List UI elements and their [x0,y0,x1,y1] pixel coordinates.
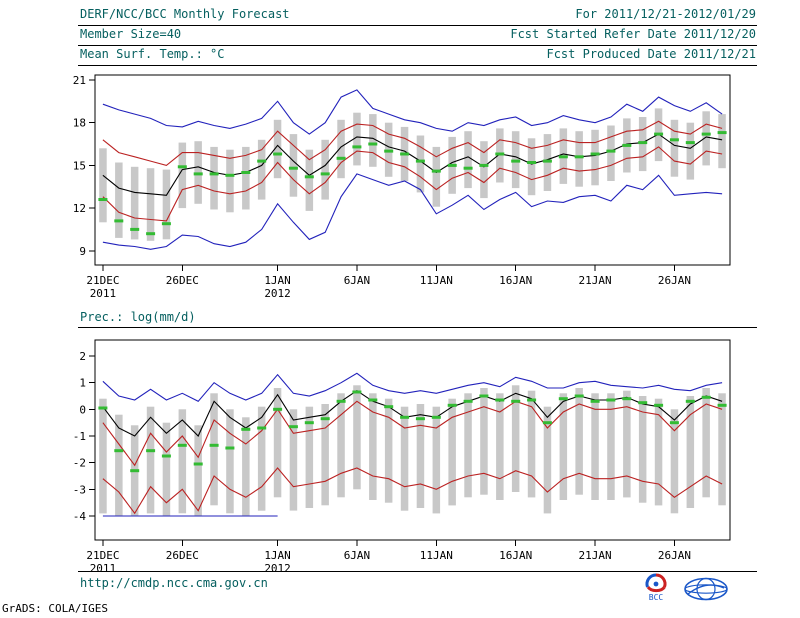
x-tick-label: 6JAN [344,274,371,287]
ensemble-mean-line [102,133,723,196]
y-tick-label: 9 [79,245,86,258]
y-tick-label: 21 [73,74,86,87]
x-tick-label: 21DEC [86,274,119,287]
x-tick-label: 11JAN [420,274,453,287]
mean-plus-spread-line [102,120,723,167]
x-tick-label: 26DEC [166,274,199,287]
x-tick-label: 1JAN [264,549,291,562]
header-rule-3 [78,65,757,66]
refer-date-label: Fcst Started Refer Date 2011/12/20 [510,27,756,41]
x-tick-label: 21JAN [579,274,612,287]
y-tick-label: 15 [73,159,86,172]
obs-marker [98,390,727,473]
header-rule-2 [78,45,757,46]
ensemble-spread-bar [99,385,726,516]
ensemble-min-line [102,173,723,250]
mid-rule [78,327,757,328]
x-tick-year: 2011 [90,562,117,575]
page-title: DERF/NCC/BCC Monthly Forecast [80,7,290,21]
ensemble-max-line [102,372,723,402]
header-rule-1 [78,25,757,26]
cma-globe-icon [684,577,728,601]
grads-credit: GrADS: COLA/IGES [2,602,108,615]
y-tick-label: -3 [73,483,86,496]
ensemble-mean-line [102,390,723,437]
source-url: http://cmdp.ncc.cma.gov.cn [80,576,268,590]
x-tick-year: 2012 [264,562,291,575]
x-tick-label: 26DEC [166,549,199,562]
x-tick-label: 11JAN [420,549,453,562]
member-size-label: Member Size=40 [80,27,182,41]
forecast-period: For 2011/12/21-2012/01/29 [575,7,756,21]
x-tick-year: 2012 [264,287,291,300]
x-tick-label: 16JAN [499,274,532,287]
footer-rule [78,571,757,572]
y-tick-label: 2 [79,350,86,363]
y-tick-label: -1 [73,430,86,443]
mean-plus-spread-line [102,400,723,467]
x-tick-label: 21JAN [579,549,612,562]
variable-label-temp: Mean Surf. Temp.: °C [80,47,225,61]
plot-frame [94,339,731,541]
y-tick-label: 0 [79,403,86,416]
x-tick-label: 16JAN [499,549,532,562]
produced-date-label: Fcst Produced Date 2011/12/21 [546,47,756,61]
x-tick-label: 26JAN [658,549,691,562]
y-tick-label: -4 [73,510,87,523]
bcc-swirl-icon: BCC [645,573,667,602]
ensemble-spread-bar [99,108,726,241]
variable-label-prec: Prec.: log(mm/d) [80,310,196,324]
x-tick-year: 2011 [90,287,117,300]
bcc-logo-text: BCC [649,593,664,602]
obs-marker [98,131,727,236]
y-tick-label: -2 [73,457,86,470]
y-tick-label: 1 [79,377,86,390]
x-tick-label: 26JAN [658,274,691,287]
x-tick-label: 6JAN [344,549,371,562]
x-tick-label: 1JAN [264,274,291,287]
plot-frame [94,74,731,266]
mean-minus-spread-line [102,467,723,515]
y-tick-label: 12 [73,202,86,215]
mean-minus-spread-line [102,146,723,222]
ensemble-max-line [102,89,723,135]
y-tick-label: 18 [73,117,86,130]
x-tick-label: 21DEC [86,549,119,562]
